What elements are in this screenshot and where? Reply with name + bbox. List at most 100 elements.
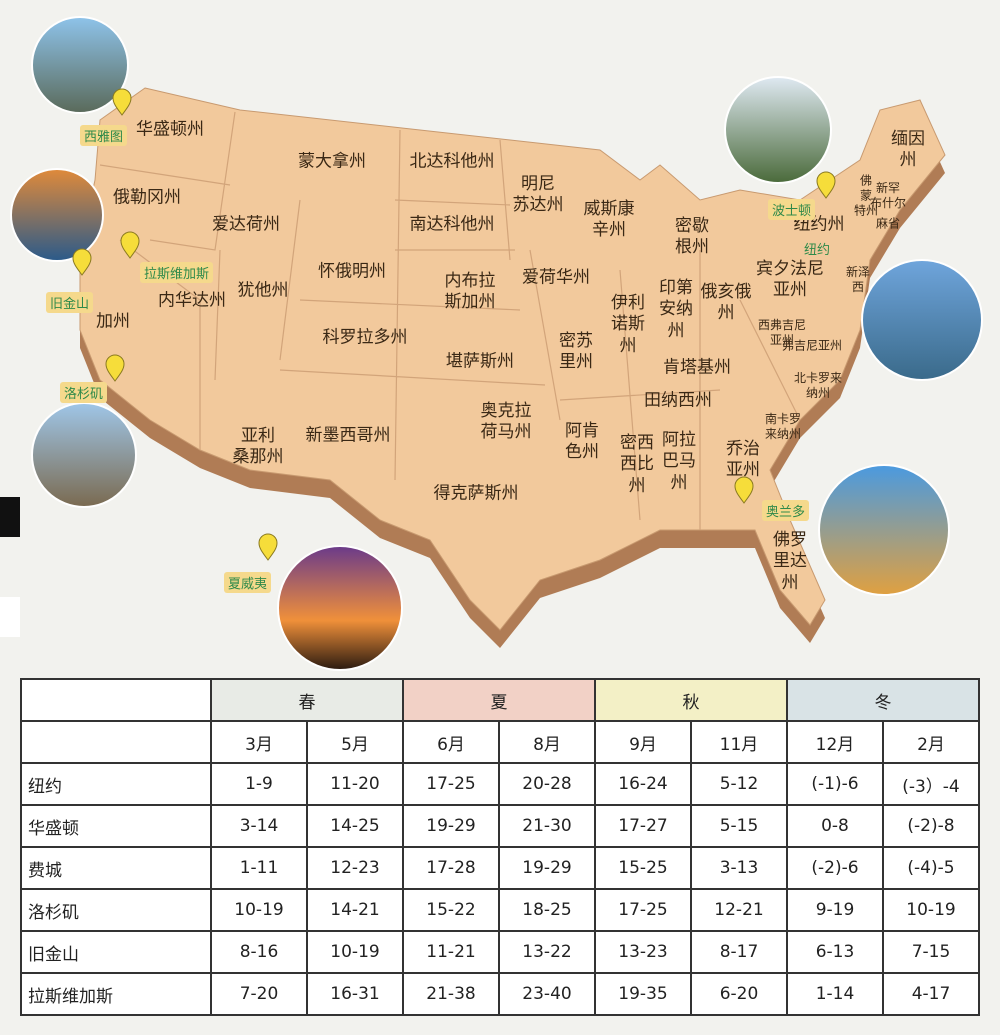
temp-cell: 14-21 bbox=[306, 888, 404, 932]
state-label: 内华达州 bbox=[158, 290, 226, 311]
state-label: 俄勒冈州 bbox=[113, 187, 181, 208]
temp-cell: 10-19 bbox=[210, 888, 308, 932]
temp-cell: 13-23 bbox=[594, 930, 692, 974]
temp-cell: 1-9 bbox=[210, 762, 308, 806]
city-cell: 费城 bbox=[20, 846, 212, 890]
photos bbox=[10, 16, 983, 671]
temp-cell: 7-20 bbox=[210, 972, 308, 1016]
state-label: 新泽西 bbox=[845, 265, 871, 294]
city-row: 华盛顿 3-14 14-25 19-29 21-30 17-27 5-15 0-8 (-2)-8 bbox=[20, 804, 980, 848]
state-label: 缅因州 bbox=[891, 128, 925, 170]
state-label: 北达科他州 bbox=[409, 151, 495, 172]
temp-cell: 10-19 bbox=[882, 888, 980, 932]
temp-cell: 4-17 bbox=[882, 972, 980, 1016]
city-row: 纽约 1-9 11-20 17-25 20-28 16-24 5-12 (-1)-6 (-3）-… bbox=[20, 762, 980, 806]
temp-cell: 13-22 bbox=[498, 930, 596, 974]
temp-cell: 19-29 bbox=[402, 804, 500, 848]
city-pin bbox=[258, 533, 278, 561]
state-label: 麻省 bbox=[875, 216, 901, 231]
city-pin bbox=[816, 171, 836, 199]
map bbox=[0, 16, 983, 671]
state-label: 佛罗 里达州 bbox=[773, 530, 807, 593]
temp-cell: 6-13 bbox=[786, 930, 884, 974]
temp-cell: 10-19 bbox=[306, 930, 404, 974]
state-label: 阿肯 色州 bbox=[565, 420, 599, 462]
temp-cell: 8-17 bbox=[690, 930, 788, 974]
temp-cell: (-2)-8 bbox=[882, 804, 980, 848]
city-label: 拉斯维加斯 bbox=[140, 262, 214, 283]
temp-cell: 21-38 bbox=[402, 972, 500, 1016]
temp-cell: 6-20 bbox=[690, 972, 788, 1016]
month-cell: 11月 bbox=[690, 720, 788, 764]
season-cell: 秋 bbox=[594, 678, 788, 722]
state-label: 奥克拉 荷马州 bbox=[480, 400, 532, 442]
temp-cell: 5-15 bbox=[690, 804, 788, 848]
state-label: 新墨西哥州 bbox=[305, 425, 391, 446]
temp-cell: 15-22 bbox=[402, 888, 500, 932]
city-cell: 纽约 bbox=[20, 762, 212, 806]
temp-cell: 23-40 bbox=[498, 972, 596, 1016]
city-cell: 洛杉矶 bbox=[20, 888, 212, 932]
state-label: 爱荷华州 bbox=[522, 267, 590, 288]
state-label: 密歇 根州 bbox=[675, 215, 709, 257]
temp-cell: 11-21 bbox=[402, 930, 500, 974]
month-row: 3月 5月 6月 8月 9月 11月 12月 2月 bbox=[20, 720, 980, 764]
temp-cell: 17-25 bbox=[594, 888, 692, 932]
state-label: 爱达荷州 bbox=[212, 214, 280, 235]
month-cell: 9月 bbox=[594, 720, 692, 764]
state-label: 蒙大拿州 bbox=[298, 151, 366, 172]
state-label: 伊利 诺斯州 bbox=[611, 293, 645, 356]
month-cell: 8月 bbox=[498, 720, 596, 764]
state-label: 加州 bbox=[96, 311, 130, 332]
season-row: 春夏秋冬 bbox=[20, 678, 980, 722]
state-label: 佛蒙特州 bbox=[853, 173, 879, 218]
temp-cell: 16-24 bbox=[594, 762, 692, 806]
edge-block bbox=[0, 597, 20, 637]
edge-block bbox=[0, 497, 20, 537]
month-cell: 3月 bbox=[210, 720, 308, 764]
temperature-table: 春夏秋冬 3月 5月 6月 8月 9月 11月 12月 2月 纽约 1-9 11-20 17-25 20-… bbox=[20, 678, 980, 1016]
state-label: 田纳西州 bbox=[644, 390, 712, 411]
state-label: 西弗吉尼 亚州 bbox=[757, 318, 807, 347]
state-label: 怀俄明州 bbox=[318, 261, 386, 282]
state-label: 威斯康 辛州 bbox=[583, 198, 635, 240]
state-label: 印第 安纳州 bbox=[659, 278, 693, 341]
temp-cell: 9-19 bbox=[786, 888, 884, 932]
city-pin bbox=[120, 231, 140, 259]
temp-cell: 17-27 bbox=[594, 804, 692, 848]
corner-cell bbox=[20, 720, 212, 764]
state-label: 宾夕法尼 亚州 bbox=[756, 258, 824, 300]
state-label: 得克萨斯州 bbox=[433, 483, 519, 504]
state-label: 内布拉 斯加州 bbox=[444, 270, 496, 312]
city-label: 西雅图 bbox=[80, 125, 128, 146]
state-label: 亚利 桑那州 bbox=[232, 425, 284, 467]
state-label: 密西 西比州 bbox=[620, 433, 654, 496]
state-label: 北卡罗来 纳州 bbox=[793, 371, 843, 400]
temp-cell: 17-25 bbox=[402, 762, 500, 806]
temp-cell: 5-12 bbox=[690, 762, 788, 806]
city-row: 拉斯维加斯 7-20 16-31 21-38 23-40 19-35 6-20 1-14 4-1… bbox=[20, 972, 980, 1016]
city-pin bbox=[105, 354, 125, 382]
city-label: 纽约 bbox=[804, 243, 831, 258]
month-cell: 5月 bbox=[306, 720, 404, 764]
state-label: 乔治 亚州 bbox=[726, 438, 760, 480]
state-label: 弗吉尼亚州 bbox=[781, 338, 843, 353]
temp-cell: 20-28 bbox=[498, 762, 596, 806]
month-cell: 12月 bbox=[786, 720, 884, 764]
state-label: 南达科他州 bbox=[409, 214, 495, 235]
temp-cell: 11-20 bbox=[306, 762, 404, 806]
temp-cell: 18-25 bbox=[498, 888, 596, 932]
city-row: 洛杉矶 10-19 14-21 15-22 18-25 17-25 12-21 9-19 10-… bbox=[20, 888, 980, 932]
temp-cell: 8-16 bbox=[210, 930, 308, 974]
temp-cell: 3-13 bbox=[690, 846, 788, 890]
month-cell: 2月 bbox=[882, 720, 980, 764]
city-cell: 旧金山 bbox=[20, 930, 212, 974]
month-cell: 6月 bbox=[402, 720, 500, 764]
city-label: 奥兰多 bbox=[762, 500, 810, 521]
us-map bbox=[79, 87, 946, 631]
city-cell: 拉斯维加斯 bbox=[20, 972, 212, 1016]
temp-cell: 12-21 bbox=[690, 888, 788, 932]
temp-cell: 7-15 bbox=[882, 930, 980, 974]
city-label: 洛杉矶 bbox=[60, 382, 108, 403]
